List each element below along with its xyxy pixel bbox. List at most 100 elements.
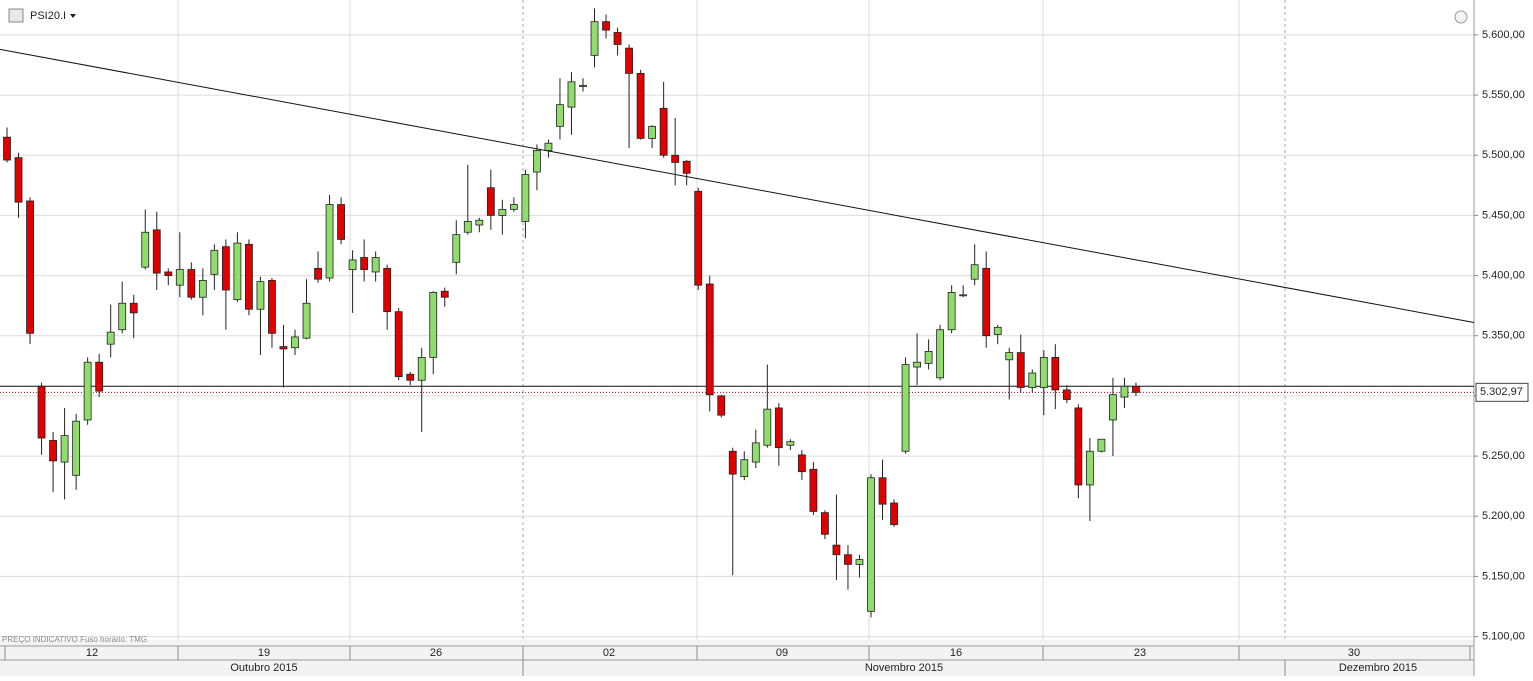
candle-body [786,441,795,446]
candle-body [901,364,910,452]
candle-body [1085,450,1094,486]
candle-body [1016,352,1025,388]
candle-body [890,502,898,526]
candle-body [1132,385,1140,393]
candle-body [314,267,322,280]
candle-body [694,190,703,286]
candle-body [72,420,81,476]
candle-body [1051,356,1060,391]
x-tick-label: 26 [430,647,442,659]
x-tick-label: 12 [86,647,98,659]
clock-icon[interactable] [1454,10,1468,24]
candle-body [774,407,783,449]
x-tick-label: 16 [950,647,962,659]
candle-body [797,454,806,473]
candle-body [636,73,645,139]
x-tick-label: 23 [1134,647,1146,659]
candle-body [406,373,415,381]
symbol-title[interactable]: PSI20.I [30,10,66,22]
x-tick-label: 09 [776,647,788,659]
candle-body [533,150,541,173]
candle-body [463,221,472,233]
candle-body [648,125,657,139]
month-label: Novembro 2015 [865,662,943,674]
candle-body [740,459,749,477]
candle-body [509,204,518,210]
candle-body [844,554,852,565]
candle-body [613,32,622,45]
candle-body [175,269,184,286]
candle-body [867,477,875,612]
footer-note: PREÇO INDICATIVO Fuso horário: TMG [2,635,147,644]
candle-body [821,512,829,535]
candle-body [106,331,115,345]
candle-body [486,187,495,216]
candle-body [440,290,449,298]
candle-body [1005,352,1014,361]
candle-body [26,200,34,334]
y-tick-label: 5.550,00 [1482,89,1525,101]
dropdown-arrow[interactable] [70,14,76,18]
candle-body [936,329,945,379]
month-label: Dezembro 2015 [1339,662,1417,674]
candle-body [682,160,691,174]
candle-body [291,336,299,349]
candle-body [475,219,484,226]
candle-body [602,21,610,31]
candle-body [705,283,714,396]
trendline [0,48,1475,323]
candle-body [544,142,553,151]
candle-body [429,292,438,358]
candle-body [590,21,599,56]
y-tick-label: 5.600,00 [1482,29,1525,41]
candle-body [348,259,357,270]
candle-body [60,435,69,463]
candle-body [1074,407,1083,486]
candle-body [452,234,461,263]
candle-body [556,104,564,127]
candle-body [751,442,760,463]
candle-body [1028,372,1037,388]
candle-body [970,264,979,280]
candle-body [521,174,530,222]
candle-body [37,385,46,439]
candle-body [763,408,772,446]
y-tick-label: 5.400,00 [1482,269,1525,281]
candle-body [671,154,680,163]
candle-body [49,440,57,462]
candle-body [383,267,392,313]
candle-body [14,157,23,203]
candle-body [959,294,968,297]
y-tick-label: 5.250,00 [1482,450,1525,462]
candle-body [625,47,633,74]
y-tick-label: 5.350,00 [1482,330,1525,342]
candle-body [498,208,507,216]
symbol-icon[interactable] [8,8,24,23]
candle-body [855,559,864,565]
candle-body [118,302,127,331]
candle-body [279,346,288,350]
candle-body [982,267,991,337]
candle-body [993,326,1002,335]
candle-body [302,302,311,339]
candle-body [3,136,11,161]
y-tick-label: 5.150,00 [1482,570,1525,582]
candle-body [187,269,196,298]
candle-body [1062,389,1071,400]
candle-body [95,361,104,392]
candle-body [878,477,887,505]
y-tick-label: 5.450,00 [1482,209,1525,221]
candle-body [728,450,737,475]
candle-body [256,281,265,310]
candle-body [924,350,933,364]
candle-body [947,292,956,331]
y-tick-label: 5.100,00 [1482,630,1525,642]
candle-body [1097,438,1106,452]
plot-area [0,0,1474,640]
candle-body [164,271,173,276]
price-tag [1475,382,1529,402]
candle-body [417,356,426,381]
candle-body [141,231,150,268]
candle-body [129,302,138,314]
